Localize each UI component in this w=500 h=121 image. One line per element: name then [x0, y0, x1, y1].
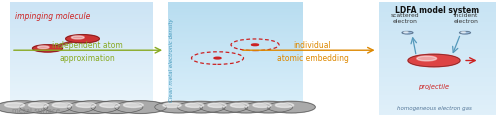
Circle shape	[402, 31, 413, 34]
Text: individual: individual	[294, 42, 332, 50]
Text: approximation: approximation	[60, 54, 116, 63]
Circle shape	[163, 103, 181, 107]
Circle shape	[253, 103, 271, 107]
Text: Clean metal electronic density: Clean metal electronic density	[168, 19, 173, 102]
Circle shape	[124, 103, 143, 107]
Circle shape	[91, 101, 143, 113]
Circle shape	[276, 103, 293, 107]
Circle shape	[4, 103, 24, 107]
Circle shape	[408, 54, 460, 67]
Text: scattered
electron: scattered electron	[390, 13, 420, 24]
Circle shape	[20, 101, 72, 113]
Circle shape	[186, 103, 204, 107]
Circle shape	[44, 101, 96, 113]
Circle shape	[208, 103, 226, 107]
Text: independent atom: independent atom	[52, 42, 123, 50]
Circle shape	[28, 103, 48, 107]
Circle shape	[52, 103, 72, 107]
Circle shape	[66, 35, 100, 43]
Circle shape	[252, 44, 258, 46]
Circle shape	[114, 101, 166, 113]
Circle shape	[155, 101, 203, 113]
Circle shape	[417, 56, 436, 61]
Circle shape	[100, 103, 119, 107]
Text: atomic embedding: atomic embedding	[276, 54, 348, 63]
Text: metal surface: metal surface	[12, 108, 60, 114]
Circle shape	[245, 101, 293, 113]
Text: projectile: projectile	[418, 84, 450, 90]
Circle shape	[38, 46, 49, 49]
Circle shape	[230, 103, 248, 107]
Circle shape	[462, 32, 466, 33]
Circle shape	[76, 103, 96, 107]
Circle shape	[460, 31, 470, 34]
Text: impinging molecule: impinging molecule	[15, 12, 90, 21]
Circle shape	[404, 32, 408, 33]
Circle shape	[32, 45, 62, 52]
Text: homogeneous electron gas: homogeneous electron gas	[396, 106, 471, 111]
Circle shape	[214, 57, 221, 59]
Circle shape	[72, 36, 84, 39]
Circle shape	[267, 101, 316, 113]
Circle shape	[222, 101, 270, 113]
Circle shape	[0, 101, 48, 113]
Circle shape	[67, 101, 119, 113]
Circle shape	[177, 101, 225, 113]
Circle shape	[200, 101, 248, 113]
Text: LDFA model system: LDFA model system	[396, 6, 479, 15]
Text: incident
electron: incident electron	[454, 13, 478, 24]
